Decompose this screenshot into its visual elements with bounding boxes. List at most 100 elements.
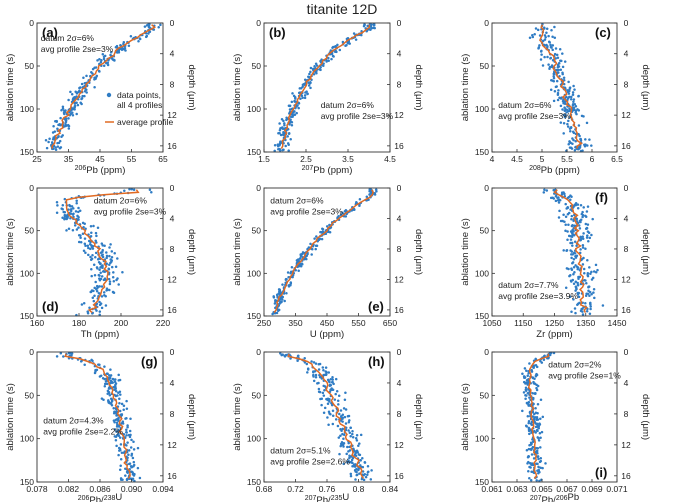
data-point	[573, 88, 576, 91]
data-point	[112, 407, 115, 410]
data-point	[55, 211, 59, 214]
data-point	[538, 479, 541, 483]
data-point	[586, 273, 589, 277]
data-point	[547, 63, 550, 66]
data-point	[556, 98, 560, 102]
data-point	[556, 199, 560, 202]
data-point	[349, 474, 353, 478]
data-point	[559, 121, 563, 124]
data-point	[63, 112, 66, 116]
data-point	[328, 384, 332, 388]
data-point	[91, 245, 95, 248]
data-point	[108, 288, 111, 292]
data-point	[293, 113, 297, 117]
data-point	[566, 238, 569, 242]
data-point	[588, 138, 591, 141]
data-point	[108, 393, 112, 397]
data-point	[54, 148, 58, 151]
data-point	[535, 388, 539, 392]
data-point	[329, 378, 333, 381]
data-point	[111, 377, 115, 381]
data-point	[532, 457, 536, 460]
data-point	[556, 196, 559, 200]
data-point	[337, 403, 340, 406]
data-point	[98, 313, 101, 316]
x-tick-label: 25	[32, 154, 42, 164]
data-point	[557, 71, 560, 74]
data-point	[525, 394, 528, 397]
data-point	[370, 27, 373, 30]
data-point	[125, 470, 129, 474]
data-point	[353, 449, 357, 453]
data-point	[549, 57, 552, 60]
data-point	[552, 99, 556, 103]
data-point	[535, 383, 538, 387]
data-point	[569, 235, 572, 238]
data-point	[117, 391, 120, 394]
data-point	[104, 304, 108, 307]
data-point	[362, 474, 365, 477]
data-point	[542, 358, 546, 361]
data-point	[81, 232, 85, 235]
data-point	[309, 86, 312, 90]
data-point	[531, 438, 534, 441]
data-point	[360, 477, 364, 481]
data-point	[125, 399, 128, 403]
data-point	[114, 438, 118, 442]
data-point	[306, 371, 309, 374]
x-tick-label: 5	[540, 154, 545, 164]
data-point	[63, 214, 67, 218]
y-tick-label: 50	[25, 390, 35, 400]
data-point	[98, 285, 101, 288]
data-point	[332, 382, 335, 386]
x-tick-label: 4	[490, 154, 495, 164]
data-point	[524, 397, 527, 401]
x-tick-label: 0.68	[256, 484, 273, 494]
data-point	[289, 137, 292, 141]
x-tick-label: 0.078	[26, 484, 48, 494]
y-tick-label: 100	[475, 104, 489, 114]
data-point	[550, 46, 553, 49]
data-point	[351, 429, 354, 433]
data-point	[365, 195, 369, 199]
data-point	[584, 214, 587, 218]
data-point	[298, 257, 302, 260]
data-point	[336, 399, 340, 403]
data-point	[306, 252, 309, 256]
data-point	[79, 241, 83, 244]
data-point	[103, 384, 107, 388]
data-point	[586, 223, 590, 226]
data-point	[592, 291, 595, 294]
data-point	[529, 466, 532, 469]
y2-tick-label: 16	[167, 305, 177, 315]
data-point	[539, 446, 542, 449]
data-point	[570, 256, 573, 260]
data-point	[108, 263, 111, 267]
panel-label: (a)	[42, 25, 58, 40]
data-point	[577, 94, 580, 98]
data-point	[314, 375, 318, 379]
data-point	[527, 419, 531, 423]
data-point	[586, 234, 589, 237]
data-point	[301, 262, 304, 266]
data-point	[585, 210, 589, 213]
data-point	[65, 229, 68, 232]
data-point	[341, 413, 345, 416]
data-point	[574, 104, 578, 108]
data-point	[355, 439, 359, 442]
data-point	[567, 119, 570, 123]
data-point	[143, 25, 147, 28]
data-point	[526, 414, 530, 418]
data-point	[573, 224, 576, 228]
legend-average-label: average profile	[117, 117, 174, 127]
data-point	[372, 22, 376, 26]
data-point	[129, 464, 133, 468]
data-point	[579, 203, 583, 207]
data-point	[99, 60, 103, 64]
data-point	[109, 374, 112, 378]
data-point	[107, 401, 110, 404]
data-point	[342, 407, 346, 410]
data-point	[64, 109, 67, 112]
y-tick-label: 50	[252, 61, 262, 71]
data-point	[348, 456, 351, 460]
